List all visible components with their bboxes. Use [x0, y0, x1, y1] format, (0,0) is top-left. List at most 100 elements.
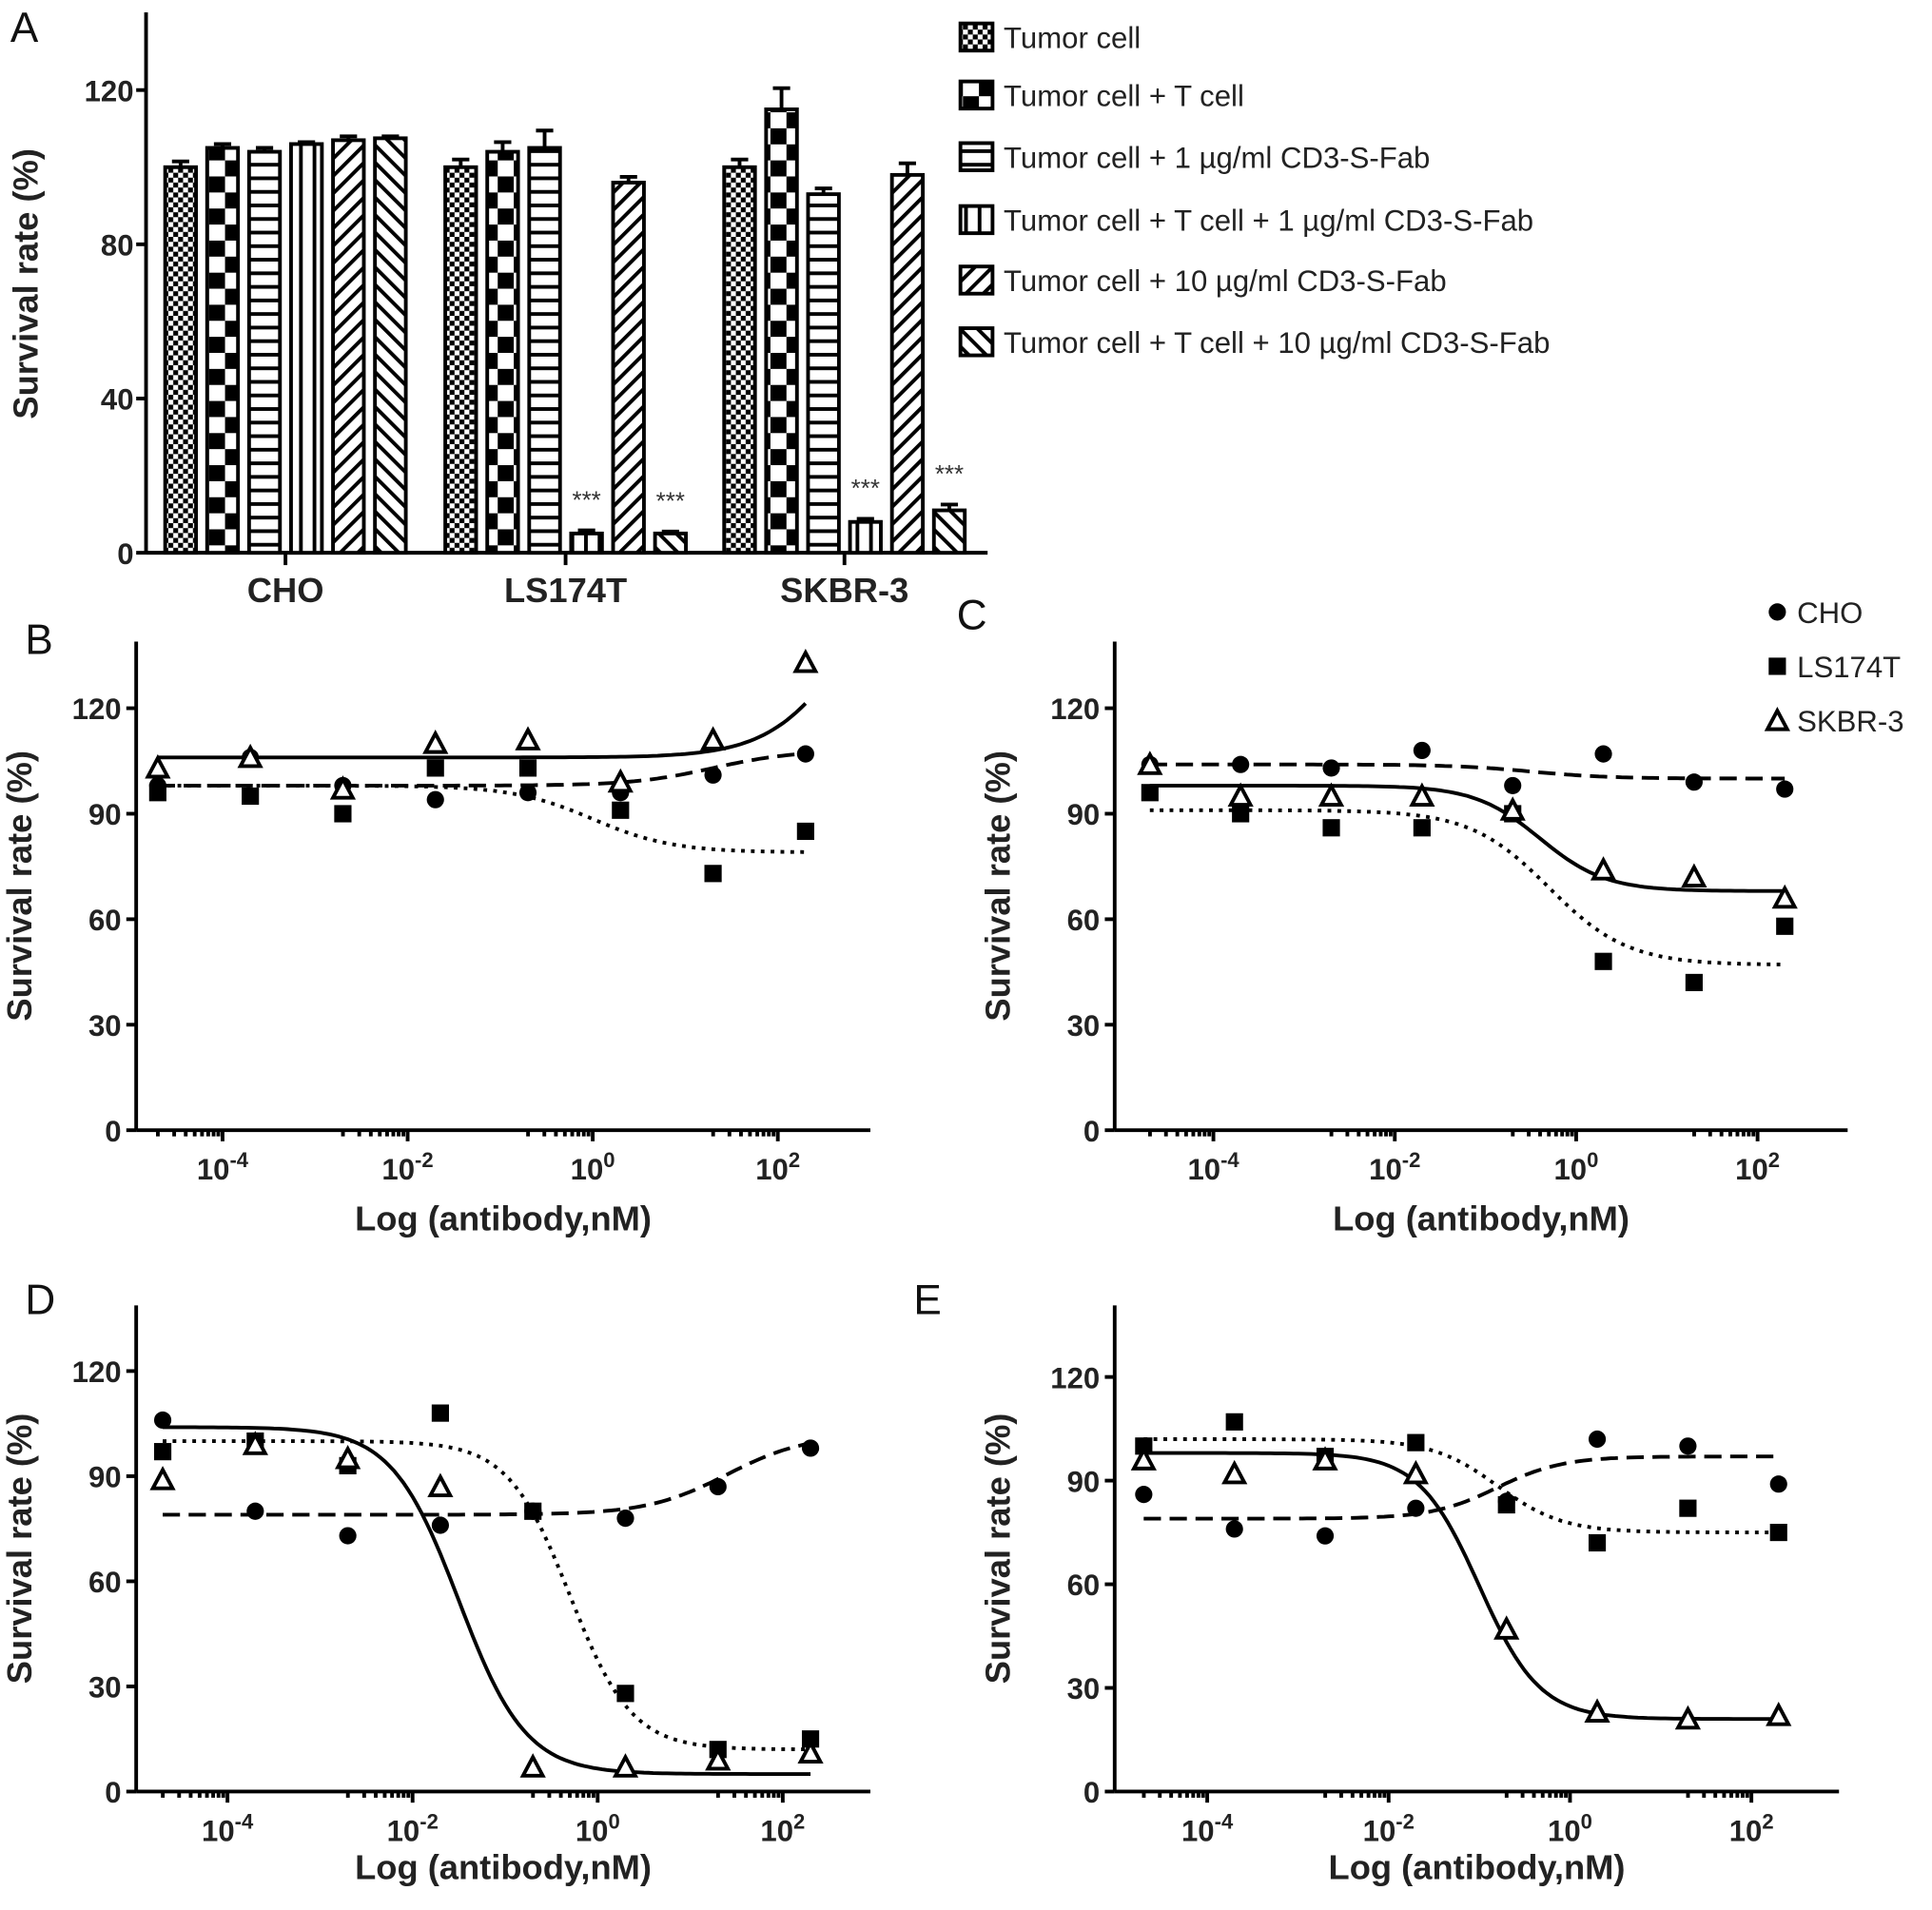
y-tick-label: 80 [101, 229, 134, 263]
legend-marker [1768, 603, 1786, 621]
tick-exponent: -2 [1395, 1809, 1415, 1833]
panel-label: B [25, 616, 52, 663]
data-point-skbr-3 [607, 768, 634, 793]
data-point-skbr-3 [699, 726, 727, 750]
bar [653, 531, 688, 555]
data-point-skbr-3 [1317, 782, 1345, 808]
data-point-ls174t [1225, 1413, 1243, 1431]
y-tick-label: 30 [88, 1009, 122, 1043]
x-tick-label: 102 [755, 1148, 800, 1186]
data-point-ls174t [1141, 784, 1159, 802]
bar [931, 508, 967, 555]
tick-base: 10 [381, 1153, 415, 1186]
tick-base: 10 [1187, 1153, 1220, 1186]
y-tick-label: 90 [1067, 1465, 1101, 1498]
bar [848, 519, 883, 555]
significance-label: *** [656, 488, 685, 515]
x-tick-label: 10-2 [387, 1809, 439, 1847]
data-point-ls174t [153, 1443, 172, 1461]
legend-swatch [958, 21, 995, 53]
data-point-ls174t [1679, 1499, 1697, 1517]
tick-base: 10 [1363, 1814, 1396, 1847]
data-point-skbr-3 [149, 1466, 176, 1491]
tick-exponent: 2 [1762, 1809, 1773, 1833]
tick-exponent: 2 [789, 1148, 800, 1172]
x-tick-label: 102 [1729, 1809, 1774, 1847]
data-point-cho [709, 1477, 727, 1496]
data-point-ls174t [426, 759, 444, 777]
data-point-ls174t [1135, 1437, 1153, 1455]
data-point-ls174t [431, 1404, 449, 1422]
tick-base: 10 [1553, 1153, 1587, 1186]
data-point-skbr-3 [792, 648, 819, 673]
data-point-cho [796, 745, 814, 763]
y-tick-label: 120 [72, 692, 122, 726]
tick-base: 10 [1548, 1814, 1581, 1847]
data-point-ls174t [1588, 1533, 1607, 1552]
fit-curve-cho [1149, 762, 1786, 781]
y-tick-label: 60 [1067, 1569, 1101, 1602]
data-point-skbr-3 [612, 1753, 639, 1778]
tick-exponent: 2 [793, 1809, 805, 1833]
x-tick-label: 10-2 [1369, 1148, 1420, 1186]
bar [163, 165, 199, 555]
y-tick-label: 30 [88, 1671, 122, 1705]
legend-swatch [958, 204, 995, 236]
data-point-cho [246, 1502, 264, 1520]
data-point-ls174t [242, 787, 260, 806]
data-point-cho [518, 784, 537, 802]
data-point-skbr-3 [1590, 856, 1617, 881]
y-tick-label: 90 [88, 798, 122, 831]
data-point-ls174t [1322, 819, 1340, 837]
legend-label: LS174T [1797, 651, 1901, 684]
data-point-ls174t [1776, 917, 1794, 935]
panel-label: C [957, 593, 987, 639]
y-tick-label: 120 [1050, 1361, 1100, 1394]
tick-exponent: -2 [1402, 1148, 1421, 1172]
data-point-ls174t [1769, 1523, 1787, 1542]
data-point-cho [1776, 780, 1794, 798]
x-tick-label: 10-4 [197, 1148, 249, 1186]
y-tick-label: 60 [88, 904, 122, 937]
data-point-ls174t [616, 1685, 634, 1703]
data-point-skbr-3 [422, 730, 449, 754]
bar [485, 149, 520, 555]
y-tick-label: 120 [72, 1355, 122, 1389]
fit-curve-ls174t [1149, 808, 1786, 966]
tick-exponent: -4 [1220, 1148, 1239, 1172]
data-point-skbr-3 [1674, 1705, 1702, 1730]
panel-label: D [25, 1277, 55, 1323]
dose-response-legend: CHO LS174T SKBR-3 [1764, 596, 1904, 738]
bar [527, 146, 562, 555]
bar [764, 107, 799, 555]
bar [373, 136, 408, 555]
panel-label: E [913, 1277, 941, 1323]
data-point-skbr-3 [329, 775, 357, 800]
data-point-cho [1769, 1475, 1787, 1493]
legend-swatch [958, 141, 995, 172]
fit-curve-cho [1143, 1454, 1779, 1521]
tick-base: 10 [197, 1153, 230, 1186]
y-axis-title: Survival rate (%) [0, 1413, 39, 1685]
y-tick-label: 60 [88, 1566, 122, 1599]
panel-a-legend: Tumor cell Tumor cell + T cell Tumor cell … [958, 21, 1550, 360]
legend-label: SKBR-3 [1797, 705, 1903, 738]
data-point-skbr-3 [237, 743, 263, 769]
data-point-skbr-3 [335, 1444, 361, 1470]
y-tick-label: 0 [117, 537, 133, 571]
y-tick-label: 120 [85, 74, 134, 107]
significance-label: *** [851, 476, 880, 502]
data-point-skbr-3 [1227, 782, 1254, 808]
tick-base: 10 [202, 1814, 235, 1847]
legend-label: Tumor cell + T cell + 1 µg/ml CD3-S-Fab [1004, 205, 1533, 238]
data-point-skbr-3 [1409, 782, 1435, 808]
category-label: SKBR-3 [780, 571, 908, 610]
data-point-ls174t [524, 1502, 542, 1520]
data-point-cho [1594, 745, 1612, 763]
panel-label: A [10, 5, 39, 51]
significance-label: *** [935, 461, 964, 488]
tick-exponent: -2 [415, 1148, 434, 1172]
data-point-ls174t [148, 784, 166, 802]
fit-curve-skbr-3 [157, 702, 808, 760]
